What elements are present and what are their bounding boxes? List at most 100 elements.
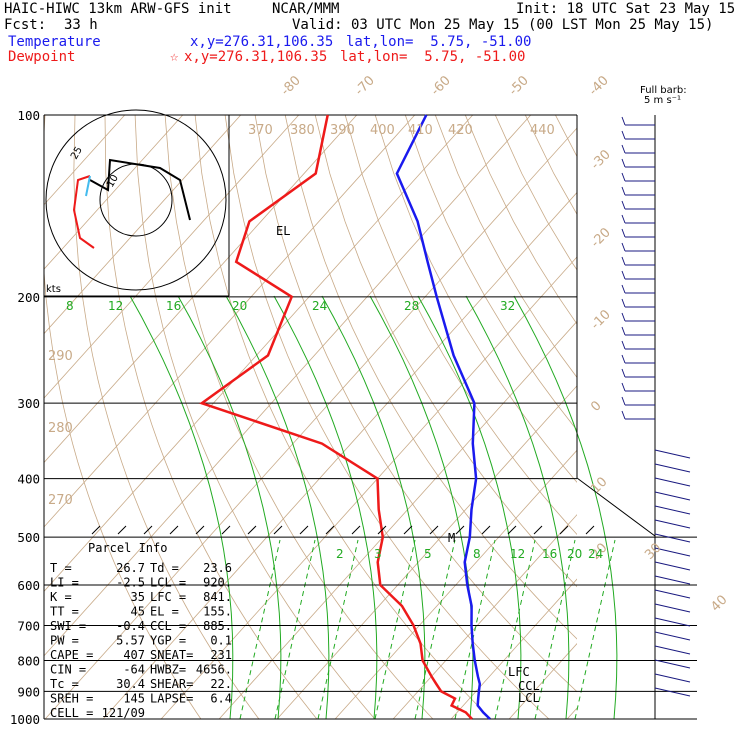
parcel-row-cell: 4656. — [196, 663, 232, 677]
wind-barb-flag — [621, 396, 626, 406]
pressure-tick-label: 300 — [17, 396, 40, 411]
wind-barb-flag — [621, 256, 626, 266]
hatch-mark — [455, 525, 465, 535]
wind-barb — [654, 477, 691, 487]
theta-label: 390 — [330, 123, 355, 138]
parcel-row-cell: CCL = — [150, 619, 186, 633]
hodograph-trace-mid — [85, 175, 91, 197]
wind-barb-flag — [621, 354, 626, 364]
isotherm-line — [44, 115, 184, 270]
mixing-ratio-line — [274, 539, 316, 720]
parcel-row-cell: Td = — [150, 561, 179, 575]
isotherm-line — [44, 115, 474, 592]
dry-adiabat — [645, 115, 740, 719]
parcel-row-cell: 30.4 — [116, 677, 145, 691]
wind-barb-flag — [621, 158, 626, 168]
theta-label: 280 — [48, 421, 73, 436]
theta-label: 440 — [530, 123, 555, 138]
dry-adiabat — [164, 115, 434, 719]
hatch-mark — [377, 525, 387, 535]
org-label: NCAR/MMM — [272, 1, 340, 17]
moist-label: 12 — [108, 299, 123, 313]
parcel-row-cell: SNEAT= — [150, 648, 193, 662]
dry-adiabat — [615, 115, 740, 719]
hodograph-outer-ring — [45, 109, 227, 291]
moist-label: 16 — [166, 299, 181, 313]
isotherm-line — [334, 449, 577, 719]
isotherm-label: 30 — [642, 541, 664, 563]
mixing-ratio-line — [454, 539, 496, 720]
moist-label: 32 — [500, 299, 515, 313]
wind-barb-flag — [621, 382, 626, 392]
mixing-label: 5 — [424, 547, 432, 561]
moist-label: 8 — [66, 299, 74, 313]
isotherm-label: 0 — [588, 398, 604, 414]
isotherm-line — [44, 115, 416, 528]
parcel-row-cell: SHEAR= — [150, 677, 193, 691]
wind-barb-flag — [621, 368, 626, 378]
wind-barb-flag — [621, 116, 626, 126]
mixing-ratio-line — [534, 539, 576, 720]
barb-legend-title: Full barb: — [640, 85, 687, 96]
wind-barb — [654, 547, 691, 557]
wind-barb — [654, 449, 691, 459]
parcel-title: Parcel Info — [88, 541, 167, 555]
parcel-row-cell: 45 — [131, 605, 145, 619]
dry-adiabat — [254, 115, 577, 693]
dewpoint-xy: x,y=276.31,106.35 — [184, 49, 328, 65]
mixing-ratio-line — [239, 539, 281, 720]
hatch-mark — [559, 525, 569, 535]
hatch-mark — [429, 525, 439, 535]
moist-adiabat — [513, 295, 618, 720]
wind-barb-flag — [621, 242, 626, 252]
dry-adiabat — [73, 115, 260, 719]
parcel-row-cell: 26.7 — [116, 561, 145, 575]
hatch-mark — [325, 525, 335, 535]
parcel-row-cell: 22. — [210, 677, 232, 691]
hatch-mark — [117, 525, 127, 535]
parcel-row-cell: 5.57 — [116, 634, 145, 648]
parcel-row-cell: 121/09 — [102, 706, 145, 720]
isotherm-label: -20 — [588, 225, 614, 251]
wind-barb-flag — [621, 228, 626, 238]
isotherm-label: -50 — [506, 73, 532, 99]
barb-legend-unit: 5 m s⁻¹ — [644, 95, 681, 106]
hodograph-trace — [89, 158, 191, 221]
wind-barb-flag — [621, 144, 626, 154]
isotherm-line — [44, 127, 577, 719]
wind-barb — [654, 575, 691, 585]
dry-adiabat — [555, 115, 577, 158]
hodograph-ring-25: 25 — [69, 145, 85, 162]
parcel-row-cell: SREH = — [50, 692, 93, 706]
init-time: Init: 18 UTC Sat 23 May 15 — [516, 1, 736, 17]
isotherm-line — [44, 115, 532, 657]
wind-barb-flag — [621, 284, 626, 294]
wind-barb — [654, 687, 691, 697]
temperature-legend: Temperature — [8, 34, 101, 50]
isotherm-line — [44, 115, 242, 335]
dry-adiabat — [194, 115, 492, 719]
hatch-mark — [169, 525, 179, 535]
parcel-row-cell: 6.4 — [210, 692, 232, 706]
model-title: HAIC-HIWC 13km ARW-GFS init — [4, 1, 232, 17]
theta-label: 380 — [290, 123, 315, 138]
theta-label: 400 — [370, 123, 395, 138]
hatch-mark — [585, 525, 595, 535]
wind-barb — [654, 659, 691, 669]
isotherm-label: -30 — [588, 147, 614, 173]
hodograph-trace-low — [72, 175, 95, 249]
ccl-label: CCL — [518, 679, 540, 693]
pressure-tick-label: 100 — [17, 108, 40, 123]
pressure-tick-label: 800 — [17, 653, 40, 668]
wind-barb — [654, 519, 691, 529]
isotherm-label: -70 — [352, 73, 378, 99]
wind-barb-flag — [621, 130, 626, 140]
parcel-row-cell: 145 — [123, 692, 145, 706]
parcel-row-cell: 885. — [203, 619, 232, 633]
moist-adiabat — [225, 295, 330, 720]
isotherm-line — [392, 514, 577, 719]
dry-adiabat — [585, 115, 740, 719]
moist-adiabat — [465, 295, 570, 720]
el-label: EL — [276, 224, 290, 238]
dry-adiabat — [104, 115, 318, 719]
